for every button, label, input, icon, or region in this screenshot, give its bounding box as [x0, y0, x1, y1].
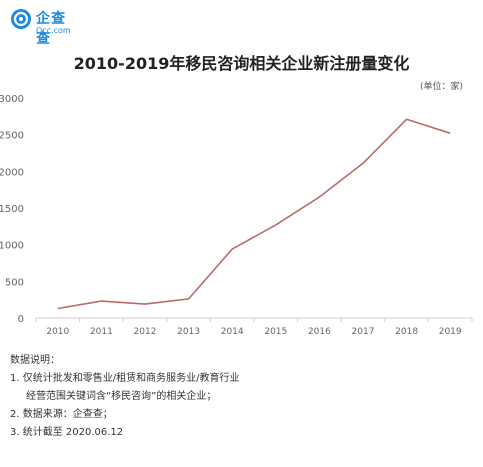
qcc-logo: 企查查 Qcc.com — [10, 6, 80, 47]
x-tick-label: 2014 — [221, 327, 244, 337]
y-tick-label: 0 — [18, 314, 24, 325]
x-tick-label: 2012 — [134, 327, 157, 337]
y-tick-label: 3000 — [0, 94, 24, 105]
y-tick-label: 2500 — [0, 131, 24, 142]
data-notes: 数据说明： 1. 仅统计批发和零售业/租赁和商务服务业/教育行业 经营范围关键词… — [10, 352, 239, 442]
chart-title: 2010-2019年移民咨询相关企业新注册量变化 — [73, 54, 410, 73]
qcc-logo-icon — [11, 9, 31, 29]
x-tick-label: 2011 — [90, 327, 113, 337]
x-tick-label: 2016 — [308, 327, 331, 337]
note-2: 2. 数据来源：企查查； — [10, 409, 113, 420]
note-3: 3. 统计截至 2020.06.12 — [10, 427, 124, 438]
notes-heading: 数据说明： — [10, 355, 60, 366]
y-tick-label: 500 — [5, 277, 24, 288]
x-tick-label: 2010 — [46, 327, 69, 337]
note-1: 1. 仅统计批发和零售业/租赁和商务服务业/教育行业 — [10, 373, 240, 384]
x-tick-label: 2018 — [395, 327, 418, 337]
x-tick-label: 2015 — [264, 327, 287, 337]
y-tick-label: 1500 — [0, 204, 24, 215]
logo-name-en: Qcc.com — [36, 26, 71, 35]
note-1-continued: 经营范围关键词含“移民咨询”的相关企业； — [26, 391, 217, 402]
unit-label: (单位：家) — [419, 82, 463, 92]
x-tick-label: 2013 — [177, 327, 200, 337]
y-tick-label: 2000 — [0, 167, 24, 178]
logo-name-cn: 企查查 — [36, 11, 66, 47]
line-chart: 0 500 1000 1500 2000 2500 3000 2010 2011 2012 2013… — [0, 94, 473, 337]
x-tick-label: 2017 — [352, 327, 375, 337]
y-tick-label: 1000 — [0, 241, 24, 252]
x-tick-label: 2019 — [439, 327, 462, 337]
series-line — [57, 118, 451, 310]
